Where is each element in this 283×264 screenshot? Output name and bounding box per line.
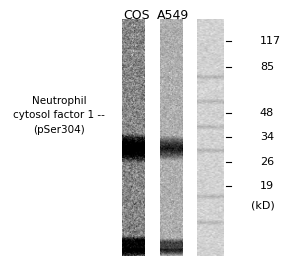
Text: COS: COS bbox=[123, 9, 150, 22]
Text: 19: 19 bbox=[260, 181, 274, 191]
Text: 117: 117 bbox=[260, 36, 281, 46]
Text: (pSer304): (pSer304) bbox=[33, 125, 85, 135]
Text: A549: A549 bbox=[157, 9, 189, 22]
Text: 26: 26 bbox=[260, 157, 274, 167]
Text: (kD): (kD) bbox=[251, 200, 275, 210]
Text: 48: 48 bbox=[260, 108, 274, 118]
Text: Neutrophil: Neutrophil bbox=[32, 96, 86, 106]
Text: 34: 34 bbox=[260, 132, 274, 142]
Text: 85: 85 bbox=[260, 62, 274, 72]
Text: cytosol factor 1 --: cytosol factor 1 -- bbox=[13, 111, 105, 120]
